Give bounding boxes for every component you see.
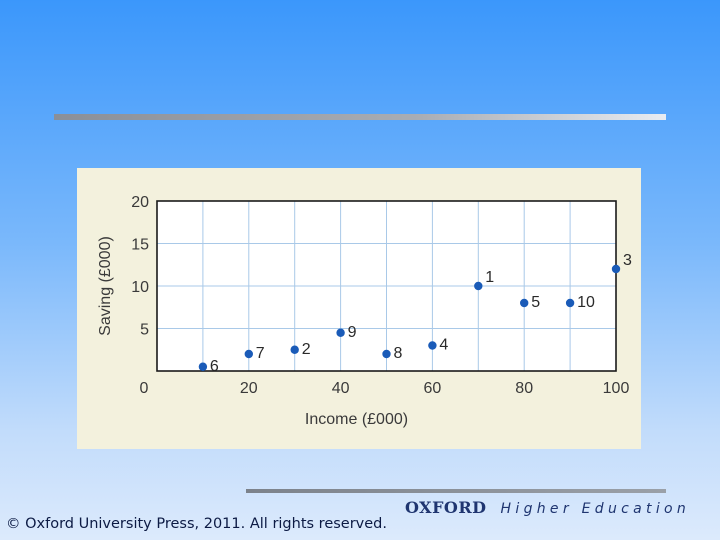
publisher-logo: OXFORD Higher Education bbox=[405, 498, 690, 518]
brand-oxford: OXFORD bbox=[405, 498, 487, 517]
data-point-label: 1 bbox=[485, 269, 494, 286]
data-point-10 bbox=[565, 298, 575, 308]
data-point-9 bbox=[336, 328, 345, 337]
data-point-8 bbox=[382, 349, 391, 359]
x-axis-label: Income (£000) bbox=[305, 411, 408, 428]
data-point-4 bbox=[428, 341, 437, 350]
data-point-label: 10 bbox=[577, 294, 595, 311]
bottom-divider bbox=[246, 489, 666, 493]
data-point-7 bbox=[244, 349, 253, 359]
y-tick-label: 20 bbox=[131, 194, 149, 211]
x-tick-label: 60 bbox=[424, 380, 442, 397]
data-point-label: 6 bbox=[210, 358, 219, 375]
x-tick-label: 20 bbox=[240, 380, 258, 397]
data-point-label: 2 bbox=[302, 341, 311, 358]
data-point-3 bbox=[611, 264, 621, 274]
data-point-label: 8 bbox=[394, 345, 403, 362]
plot-frame bbox=[156, 200, 617, 372]
data-point-label: 5 bbox=[531, 294, 540, 311]
copyright-notice: © Oxford University Press, 2011. All rig… bbox=[6, 516, 387, 532]
data-point-1 bbox=[474, 281, 483, 291]
y-tick-label: 5 bbox=[140, 322, 149, 339]
y-tick-label: 10 bbox=[131, 279, 149, 296]
x-tick-label: 40 bbox=[332, 380, 350, 397]
data-point-5 bbox=[520, 298, 529, 308]
data-point-6 bbox=[198, 362, 208, 371]
data-point-label: 3 bbox=[623, 252, 632, 269]
origin-label: 0 bbox=[140, 380, 149, 397]
y-tick-label: 15 bbox=[131, 237, 149, 254]
data-point-label: 7 bbox=[256, 345, 265, 362]
x-tick-label: 80 bbox=[515, 380, 533, 397]
x-tick-label: 100 bbox=[603, 380, 630, 397]
data-point-2 bbox=[290, 345, 299, 354]
data-point-label: 9 bbox=[348, 324, 357, 341]
top-divider bbox=[54, 114, 666, 120]
y-axis-label: Saving (£000) bbox=[97, 236, 114, 336]
brand-higher-education: Higher Education bbox=[500, 501, 691, 517]
data-point-label: 4 bbox=[439, 337, 448, 354]
chart-panel: 5 10 15 20 0 20 40 60 80 100 Income (£000) Saving (… bbox=[77, 168, 641, 449]
